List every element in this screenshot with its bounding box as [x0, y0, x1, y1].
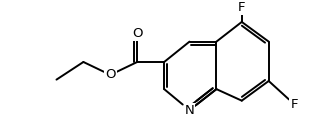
Text: O: O — [132, 27, 143, 40]
Text: F: F — [290, 98, 298, 111]
Text: N: N — [185, 104, 194, 117]
Text: F: F — [238, 1, 245, 14]
Text: O: O — [105, 68, 116, 81]
